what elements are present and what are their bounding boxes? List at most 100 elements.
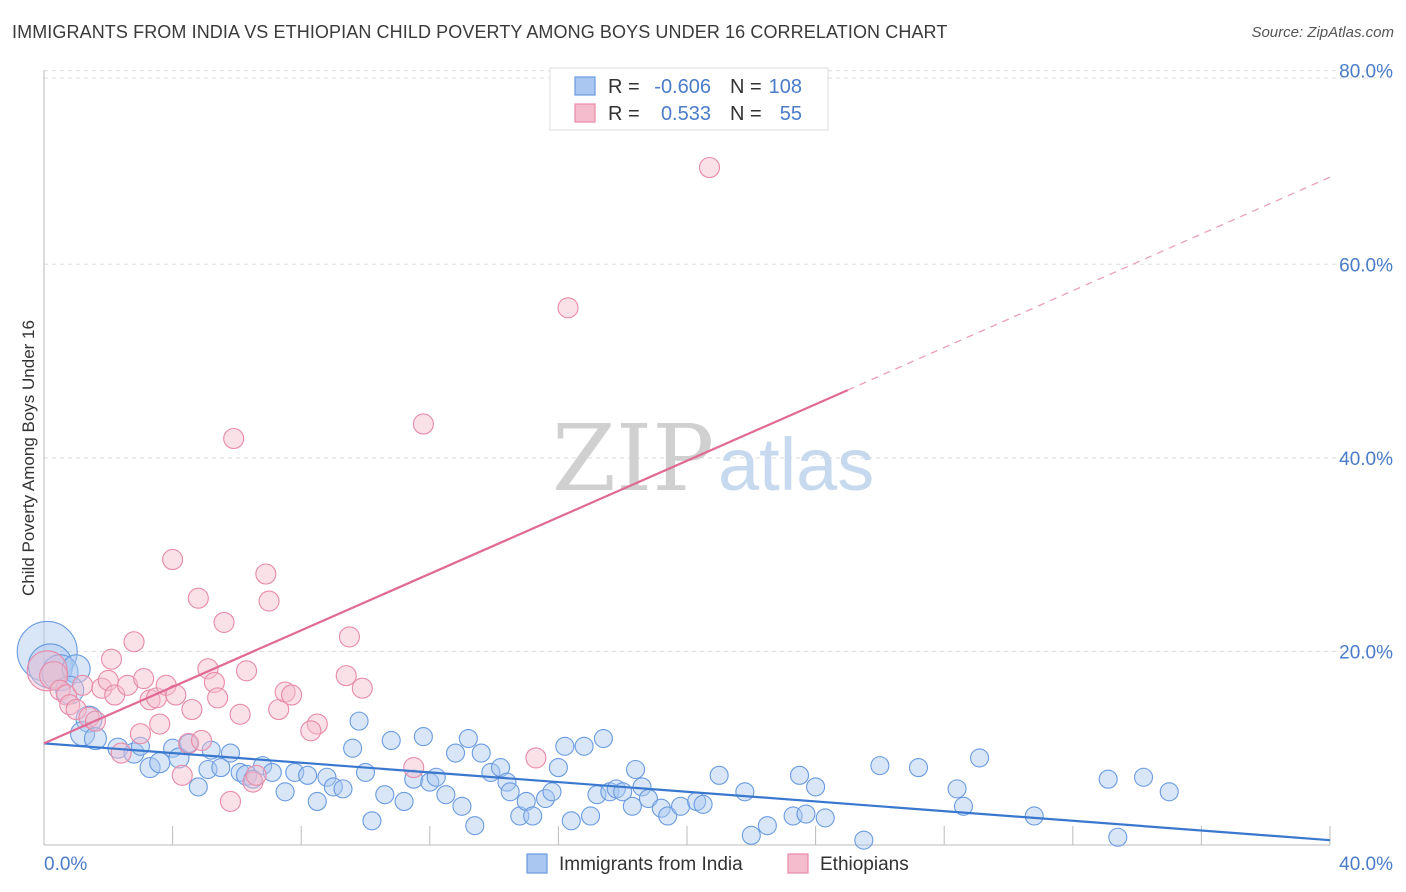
point-ethiopians	[557, 297, 579, 319]
point-india	[815, 808, 835, 828]
point-india	[458, 728, 478, 749]
point-india	[307, 791, 327, 811]
legend-r-label-india: R =	[608, 76, 640, 98]
legend-swatch-india	[574, 76, 596, 96]
grid-lines	[44, 70, 1393, 652]
point-ethiopians	[229, 703, 251, 725]
point-india	[220, 743, 241, 763]
point-india	[735, 782, 755, 802]
point-ethiopians	[335, 665, 357, 687]
trend-line-ethiopians-extension	[847, 176, 1331, 391]
point-ethiopians	[100, 648, 123, 670]
series-legend: Immigrants from India Ethiopians	[526, 853, 909, 875]
point-ethiopians	[187, 587, 209, 609]
point-ethiopians	[213, 611, 235, 633]
series-legend-swatch-ethiopians	[787, 853, 809, 874]
point-ethiopians	[351, 677, 373, 699]
point-india	[693, 794, 713, 814]
point-india	[580, 806, 601, 826]
y-axis-tick-labels: 20.0% 40.0% 60.0% 80.0%	[1339, 62, 1393, 664]
point-india	[436, 785, 456, 805]
point-india	[947, 779, 967, 799]
legend-n-label-ethiopians: N =	[730, 103, 762, 125]
point-india	[789, 765, 810, 785]
point-india	[426, 767, 446, 787]
point-ethiopians	[110, 742, 132, 764]
source-label: Source: ZipAtlas.com	[1251, 24, 1394, 41]
point-india	[381, 730, 401, 751]
watermark: ZIP atlas	[552, 405, 874, 512]
point-ethiopians	[219, 790, 242, 812]
point-india	[413, 727, 433, 747]
point-ethiopians	[525, 747, 547, 769]
point-india	[317, 767, 337, 787]
point-ethiopians	[258, 590, 280, 612]
point-ethiopians	[171, 764, 193, 786]
point-india	[548, 758, 568, 778]
point-india	[465, 816, 485, 836]
y-tick-label: 80.0%	[1339, 62, 1393, 83]
x-axis-ticks	[172, 826, 1331, 845]
point-india	[757, 816, 777, 836]
legend-swatch-ethiopians	[574, 103, 596, 123]
point-india	[709, 765, 729, 785]
point-india	[139, 757, 161, 779]
correlation-legend: R = -0.606 N = 108 R = 0.533 N = 55	[549, 67, 829, 131]
trend-lines	[43, 176, 1331, 842]
x-tick-label-min: 0.0%	[44, 854, 87, 875]
x-tick-label-max: 40.0%	[1339, 854, 1393, 875]
watermark-atlas: atlas	[718, 423, 874, 506]
point-india	[500, 782, 520, 802]
point-india	[523, 806, 543, 826]
point-ethiopians	[698, 156, 721, 179]
point-ethiopians	[123, 631, 145, 653]
legend-r-label-ethiopians: R =	[608, 103, 640, 125]
point-india	[323, 777, 343, 797]
point-india	[1159, 782, 1179, 802]
point-ethiopians	[281, 684, 303, 706]
point-ethiopians	[403, 757, 425, 779]
point-india	[870, 756, 890, 776]
point-india	[854, 830, 874, 850]
data-points	[16, 156, 1179, 850]
point-india	[741, 825, 761, 845]
point-ethiopians	[181, 698, 203, 721]
point-india	[555, 736, 575, 756]
point-india	[41, 654, 79, 692]
point-india	[1108, 827, 1128, 847]
point-india	[83, 726, 107, 751]
point-india	[953, 796, 974, 816]
legend-r-value-india: -0.606	[654, 76, 711, 98]
legend-n-value-ethiopians: 55	[780, 103, 802, 125]
point-india	[542, 782, 562, 802]
trend-line-india	[43, 742, 1331, 842]
point-india	[626, 759, 646, 780]
point-india	[622, 796, 642, 816]
point-india	[471, 743, 491, 763]
point-india	[658, 806, 678, 826]
point-ethiopians	[203, 671, 225, 693]
point-india	[1098, 769, 1118, 789]
point-india	[362, 811, 382, 831]
point-india	[349, 711, 369, 731]
point-ethiopians	[129, 723, 151, 745]
point-ethiopians	[245, 764, 267, 786]
point-india	[574, 736, 594, 756]
point-ethiopians	[306, 713, 328, 735]
point-india	[1133, 767, 1154, 787]
point-ethiopians	[72, 674, 94, 696]
watermark-zip: ZIP	[552, 405, 714, 512]
chart-title: IMMIGRANTS FROM INDIA VS ETHIOPIAN CHILD…	[12, 22, 948, 42]
point-india	[211, 758, 231, 778]
y-tick-label: 60.0%	[1339, 255, 1393, 276]
point-india	[375, 785, 395, 805]
point-ethiopians	[235, 660, 258, 682]
point-india	[806, 777, 826, 797]
point-india	[671, 796, 691, 816]
point-india	[394, 791, 414, 811]
point-ethiopians	[190, 729, 213, 752]
point-ethiopians	[133, 667, 155, 690]
point-india	[908, 758, 929, 778]
point-ethiopians	[223, 427, 245, 450]
